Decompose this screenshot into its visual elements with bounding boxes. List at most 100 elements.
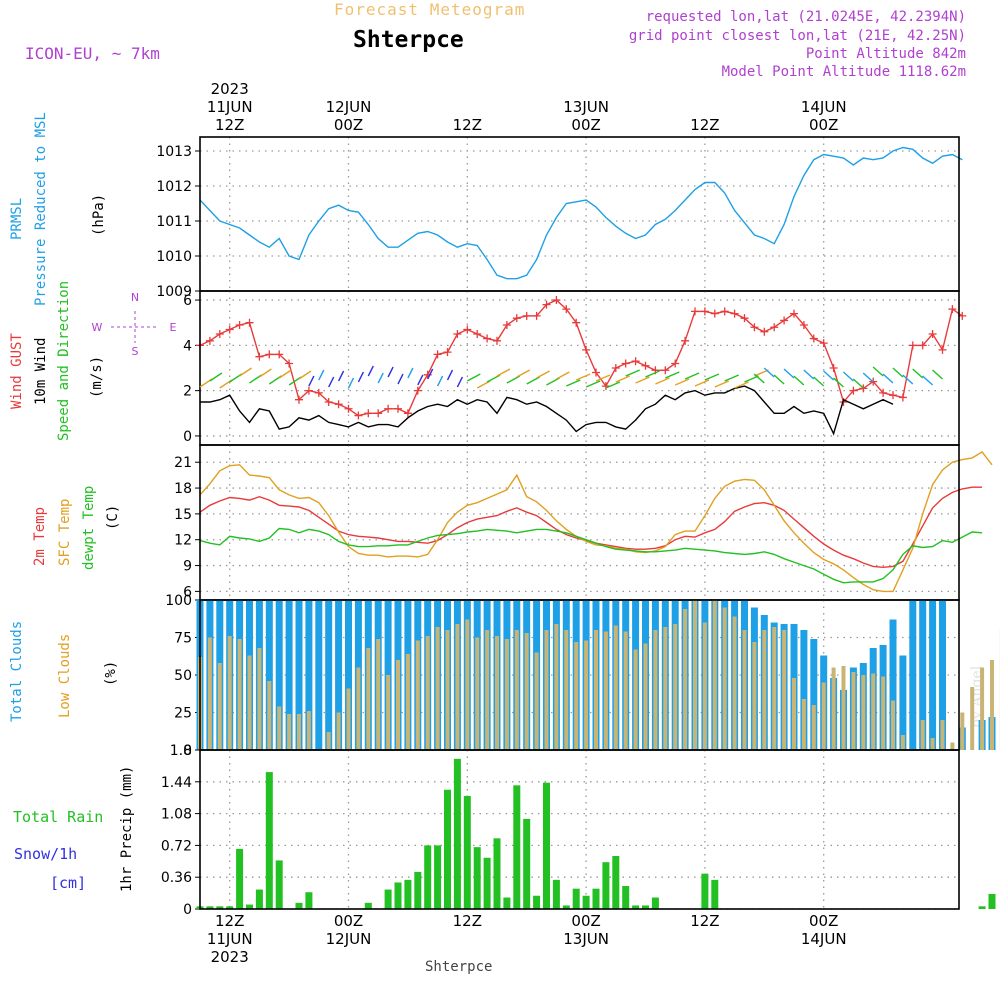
low-cloud-bar — [524, 633, 529, 750]
wind-arrow — [872, 366, 884, 377]
wind-arrow — [882, 373, 894, 384]
low-cloud-bar — [544, 630, 549, 750]
gust-marker — [443, 348, 452, 357]
rain-bar — [612, 856, 620, 909]
low-cloud-bar — [831, 667, 836, 750]
low-cloud-bar — [970, 687, 975, 750]
gust-marker — [314, 388, 323, 397]
wind-arrow — [684, 372, 700, 380]
low-cloud-bar — [297, 714, 301, 750]
y-tick-label: 1013 — [156, 144, 192, 160]
y-tick-label: 0 — [183, 743, 192, 759]
low-cloud-bar — [930, 738, 935, 750]
low-cloud-bar — [851, 672, 856, 750]
y-tick-label: 0.36 — [161, 870, 192, 886]
rain-bar — [404, 879, 412, 909]
wind-arrow — [397, 373, 404, 385]
low-cloud-bar — [801, 699, 806, 750]
gust-marker — [730, 309, 739, 318]
low-cloud-bar — [277, 706, 282, 750]
low-cloud-bar — [861, 675, 866, 750]
y-tick-label: 2 — [183, 384, 192, 400]
low-cloud-bar — [386, 675, 391, 750]
gust-marker — [859, 384, 868, 393]
series-line-sfc-temp — [199, 450, 993, 593]
low-cloud-bar — [693, 600, 697, 750]
low-cloud-bar — [237, 639, 242, 750]
gust-marker — [889, 391, 897, 400]
compass-cross — [111, 311, 159, 343]
gust-marker — [304, 386, 313, 395]
bottom-time-label: 2023 — [211, 948, 249, 966]
wind-arrow — [773, 374, 785, 385]
gust-marker — [374, 409, 383, 418]
gust-marker — [275, 350, 284, 359]
rain-bar — [305, 892, 313, 909]
gust-marker — [938, 345, 947, 354]
total-cloud-bar — [335, 600, 343, 750]
y-tick-label: 15 — [174, 507, 192, 523]
gust-marker — [661, 366, 670, 375]
compass-n: N — [131, 291, 139, 304]
wind-arrow — [417, 374, 424, 386]
y-tick-label: 1.44 — [161, 775, 192, 791]
top-time-label: 14JUN — [801, 98, 847, 116]
wind-arrow — [932, 369, 943, 380]
low-cloud-bar — [811, 705, 816, 750]
wind-arrow — [635, 376, 650, 384]
rain-bar — [384, 889, 392, 909]
low-cloud-bar — [613, 625, 618, 750]
series-line-prmsl — [199, 146, 963, 280]
location-title: Shterpce — [353, 27, 464, 53]
low-cloud-bar — [554, 624, 559, 750]
low-cloud-bar — [485, 630, 490, 750]
rain-bar — [493, 838, 501, 909]
bottom-time-label: 13JUN — [563, 930, 609, 948]
low-cloud-bar — [663, 627, 668, 750]
y-tick-label: 0 — [183, 902, 192, 918]
y-tick-label: 0 — [183, 429, 192, 445]
low-cloud-bar — [633, 649, 638, 750]
rain-bar — [572, 888, 580, 909]
gust-marker — [641, 361, 650, 370]
low-cloud-bar — [356, 667, 361, 750]
total-cloud-bar — [305, 600, 313, 750]
top-time-label: 11JUN — [207, 98, 253, 116]
rain-bar — [424, 845, 432, 909]
low-cloud-bar — [940, 720, 945, 750]
low-cloud-bar — [564, 630, 569, 750]
rain-bar — [533, 895, 541, 909]
rain-bar — [473, 847, 481, 909]
gust-marker — [819, 339, 828, 348]
wind-arrow — [615, 375, 631, 383]
low-cloud-bar — [594, 630, 598, 750]
point-altitude: Point Altitude 842m — [805, 46, 966, 62]
y-tick-label: 1011 — [156, 214, 192, 230]
wind-arrow — [833, 377, 844, 388]
panel-3: 0 25 50 75 100 — [165, 593, 1000, 759]
y-tick-label: 9 — [183, 559, 192, 575]
y-tick-label: 21 — [174, 455, 192, 471]
rain-bar — [394, 882, 402, 909]
gust-marker — [522, 311, 531, 320]
low-cloud-bar — [346, 688, 351, 750]
gust-marker — [948, 305, 957, 314]
wind-arrow — [625, 369, 640, 377]
low-cloud-bar — [445, 630, 450, 750]
gust-marker — [918, 341, 927, 350]
y-tick-label: 50 — [174, 668, 192, 684]
gust-marker — [898, 393, 907, 402]
total-cloud-bar — [275, 600, 283, 750]
rain-bar — [216, 906, 224, 909]
wind-arrow — [377, 372, 384, 384]
low-cloud-bar — [326, 732, 331, 750]
wind-arrow — [466, 373, 481, 382]
low-cloud-bar — [475, 637, 480, 750]
bottom-time-label: 12Z — [453, 912, 482, 930]
low-cloud-bar — [742, 630, 747, 750]
gust-marker — [710, 309, 719, 318]
gust-marker — [295, 395, 303, 404]
low-cloud-bar — [574, 642, 579, 750]
rain-bar — [246, 904, 253, 909]
